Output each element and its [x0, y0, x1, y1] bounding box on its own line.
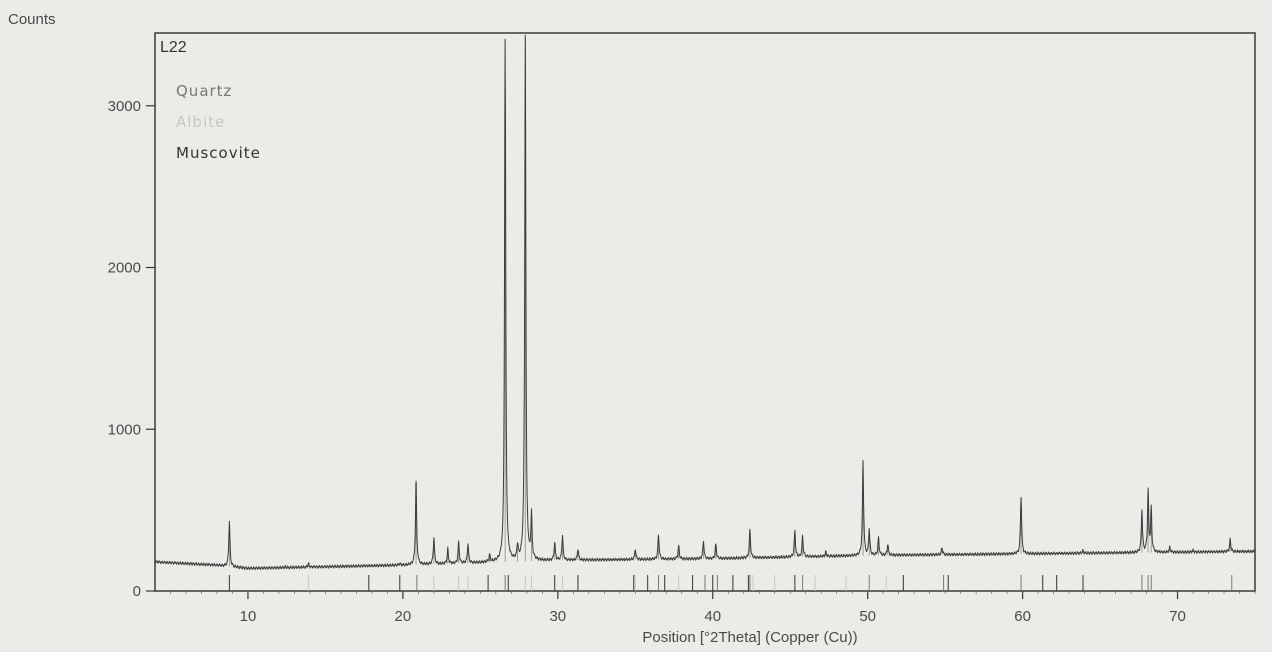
x-axis-title: Position [°2Theta] (Copper (Cu))	[642, 629, 857, 646]
x-axis: 10 20 30 40 50 60 70	[170, 591, 1256, 625]
y-tick-label: 0	[133, 583, 141, 600]
x-tick-label: 60	[1014, 608, 1031, 625]
legend: Quartz Albite Muscovite	[176, 82, 261, 162]
y-tick-label: 1000	[108, 421, 141, 438]
x-tick-label: 30	[549, 608, 566, 625]
y-axis: 0 1000 2000 3000	[108, 98, 155, 600]
sample-label: L22	[160, 39, 187, 56]
x-tick-label: 40	[704, 608, 721, 625]
legend-entry-quartz: Quartz	[176, 82, 232, 100]
x-tick-label: 10	[240, 608, 257, 625]
y-axis-title: Counts	[8, 11, 56, 28]
series-line-l22	[154, 34, 1256, 571]
x-tick-label: 70	[1169, 608, 1186, 625]
x-tick-label: 50	[859, 608, 876, 625]
legend-entry-muscovite: Muscovite	[176, 144, 261, 162]
legend-entry-albite: Albite	[176, 113, 225, 131]
y-tick-label: 2000	[108, 260, 141, 277]
series-layer	[154, 34, 1256, 571]
y-tick-label: 3000	[108, 98, 141, 115]
x-tick-label: 20	[395, 608, 412, 625]
reference-lines	[228, 575, 1233, 591]
